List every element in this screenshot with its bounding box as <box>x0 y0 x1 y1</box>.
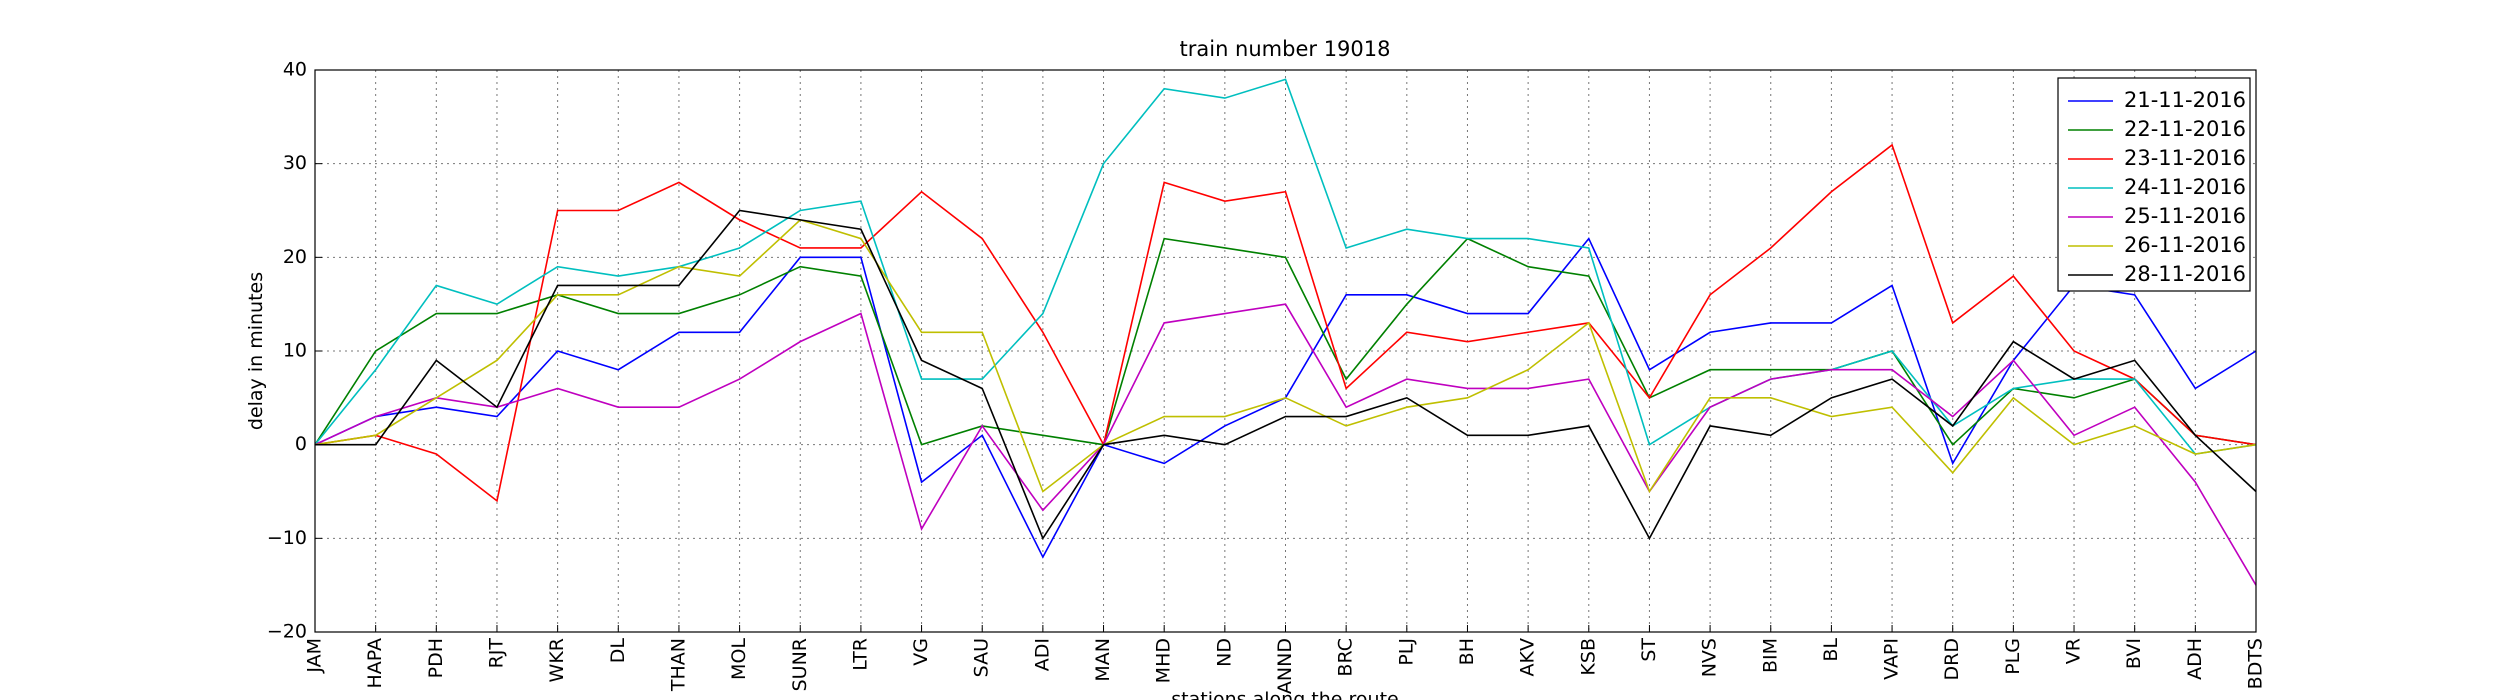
x-tick-label: VR <box>2063 638 2085 664</box>
legend-label: 23-11-2016 <box>2124 146 2246 170</box>
series-line <box>314 303 2257 586</box>
x-tick-label: MAN <box>1092 638 1114 682</box>
legend-label: 28-11-2016 <box>2124 262 2246 286</box>
x-tick-label: NVS <box>1699 638 1721 677</box>
y-tick-label: 20 <box>283 246 307 268</box>
x-tick-label: MOL <box>728 638 750 680</box>
y-tick-label: 0 <box>295 433 307 455</box>
x-tick-label: VG <box>910 638 932 666</box>
x-tick-label: BVI <box>2123 638 2145 669</box>
x-tick-label: DRD <box>1941 638 1963 680</box>
chart-title: train number 19018 <box>1180 37 1391 61</box>
y-tick-label: 30 <box>283 152 307 174</box>
x-tick-label: PDH <box>425 638 447 678</box>
y-axis-label: delay in minutes <box>245 272 267 430</box>
x-tick-label: JAM <box>304 638 326 674</box>
legend-label: 24-11-2016 <box>2124 175 2246 199</box>
x-tick-label: SAU <box>971 638 993 677</box>
x-tick-label: ND <box>1213 638 1235 667</box>
x-tick-label: HAPA <box>364 638 386 689</box>
x-tick-label: VAPI <box>1881 638 1903 680</box>
series-line <box>314 143 2257 503</box>
x-tick-label: ST <box>1638 638 1660 662</box>
x-tick-label: BIM <box>1759 638 1781 673</box>
y-tick-label: 40 <box>283 59 307 81</box>
y-tick-label: 10 <box>283 340 307 362</box>
legend-label: 25-11-2016 <box>2124 204 2246 228</box>
series-line <box>314 218 2257 494</box>
x-tick-label: THAN <box>667 638 689 692</box>
x-tick-label: PLJ <box>1395 638 1417 666</box>
x-tick-label: PLG <box>2002 638 2024 675</box>
series-line <box>315 209 2257 541</box>
x-tick-label: LTR <box>849 638 871 671</box>
x-tick-label: RJT <box>485 638 507 669</box>
y-tick-label: −20 <box>267 621 307 643</box>
x-tick-label: DL <box>607 638 629 664</box>
x-tick-label: BRC <box>1335 638 1357 677</box>
x-tick-label: WKR <box>546 638 568 682</box>
x-tick-label: BL <box>1820 638 1842 662</box>
x-tick-label: ANND <box>1274 638 1296 694</box>
x-tick-label: AKV <box>1517 638 1539 676</box>
x-tick-label: KSB <box>1577 638 1599 676</box>
x-tick-label: SUNR <box>789 638 811 691</box>
y-tick-label: −10 <box>267 527 307 549</box>
legend-label: 26-11-2016 <box>2124 233 2246 257</box>
x-tick-label: BDTS <box>2245 638 2267 689</box>
x-axis-label: stations along the route <box>1171 689 1398 700</box>
x-tick-label: ADI <box>1031 638 1053 671</box>
x-tick-label: BH <box>1456 638 1478 665</box>
x-tick-label: MHD <box>1153 638 1175 683</box>
plot-frame <box>314 69 2257 633</box>
legend-label: 21-11-2016 <box>2124 88 2246 112</box>
series-line <box>314 237 2257 446</box>
x-tick-label: ADH <box>2184 638 2206 680</box>
legend-label: 22-11-2016 <box>2124 117 2246 141</box>
legend-box <box>2057 77 2251 292</box>
